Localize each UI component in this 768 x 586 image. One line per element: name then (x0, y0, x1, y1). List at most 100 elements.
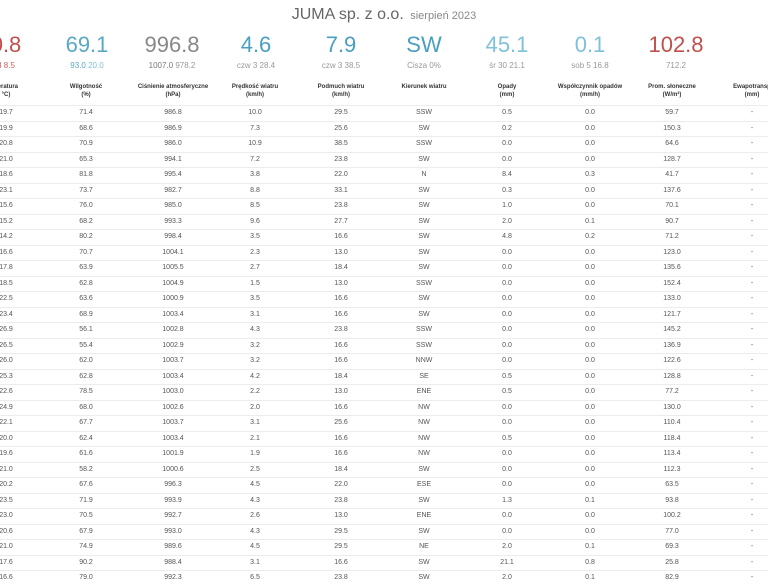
table-cell: 70.1 (665, 202, 679, 209)
table-cell: 0.3 (585, 171, 595, 178)
table-cell: 68.6 (79, 124, 93, 132)
table-cell: SW (418, 217, 430, 225)
column-label: peratura (0, 84, 18, 90)
table-cell: 67.6 (79, 481, 93, 488)
table-cell: 2.2 (250, 388, 260, 395)
table-cell: 992.7 (164, 512, 182, 519)
table-cell: - (750, 217, 754, 225)
summary-detail: śr 30 21.1 (462, 61, 552, 70)
table-cell: 128.7 (663, 155, 681, 163)
table-cell: 989.6 (164, 543, 182, 550)
table-cell: 8.8 (250, 186, 260, 194)
table-cell: 33.1 (334, 186, 348, 194)
column-header[interactable]: Kierunek wiatru (379, 83, 469, 91)
table-cell: 993.9 (164, 496, 182, 504)
table-cell: 0.0 (585, 419, 595, 426)
table-cell: 995.4 (164, 171, 182, 178)
table-cell: 1002.8 (162, 326, 184, 333)
table-cell: 70.7 (79, 248, 93, 256)
table-cell: 16.6 (0, 248, 13, 256)
table-cell: 41.7 (665, 171, 679, 178)
table-cell: 17.8 (0, 264, 13, 271)
column-header[interactable]: peratura °C) (0, 83, 51, 99)
table-cell: - (750, 310, 754, 318)
table-cell: 2.0 (502, 217, 512, 225)
table-cell: 10.0 (248, 109, 262, 116)
summary-detail-a: czw 3 (321, 61, 343, 70)
table-cell: - (750, 124, 754, 132)
table-cell: 0.0 (502, 264, 512, 271)
table-cell: 29.5 (334, 527, 348, 535)
table-cell: 4.5 (250, 543, 260, 550)
table-row: 22.6 78.5 1003.0 2.2 13.0 ENE 0.5 0.0 77.2 - (0, 384, 768, 400)
table-cell: 1000.6 (162, 465, 184, 473)
table-cell: 0.2 (502, 124, 512, 132)
column-header[interactable]: Wilgotność (%) (41, 83, 131, 99)
period-label: sierpień 2023 (410, 10, 477, 22)
table-cell: 17.6 (0, 558, 13, 566)
table-cell: 18.4 (334, 372, 348, 380)
table-row: 26.5 55.4 1002.9 3.2 16.6 SSW 0.0 0.0 136.9 - (0, 337, 768, 354)
table-cell: - (750, 574, 754, 581)
table-row: 24.9 68.0 1002.6 2.0 16.6 NW 0.0 0.0 130.0 - (0, 399, 768, 416)
table-cell: 0.0 (585, 109, 595, 116)
table-cell: 21.0 (0, 465, 13, 473)
column-header[interactable]: Ewapotransp (mm) (707, 83, 768, 99)
summary-detail-a: 712.2 (665, 61, 687, 70)
summary-value: 0.1 (574, 32, 606, 57)
table-cell: 0.0 (502, 481, 512, 488)
table-cell: 20.6 (0, 527, 13, 535)
table-cell: - (750, 481, 754, 488)
table-cell: 4.3 (250, 496, 260, 504)
table-cell: 70.5 (79, 512, 93, 519)
table-cell: 3.1 (250, 310, 260, 318)
table-row: 22.5 63.6 1000.9 3.5 16.6 SW 0.0 0.0 133.0 - (0, 291, 768, 307)
table-cell: 26.5 (0, 341, 13, 349)
table-cell: 122.6 (663, 357, 681, 364)
table-cell: 71.4 (79, 109, 93, 116)
column-header[interactable]: Prom. słoneczne (W/m²) (627, 83, 717, 99)
column-header[interactable]: Ciśnienie atmosferyczne (hPa) (128, 83, 218, 99)
table-cell: 4.2 (250, 372, 260, 380)
column-unit: (km/h) (332, 92, 350, 98)
table-cell: 21.0 (0, 155, 13, 163)
table-cell: 1002.6 (162, 403, 184, 411)
table-cell: 22.1 (0, 419, 13, 426)
table-cell: 0.1 (585, 543, 595, 550)
table-cell: 0.1 (585, 496, 595, 504)
table-cell: 0.0 (585, 357, 595, 364)
table-cell: 0.0 (502, 140, 512, 147)
table-cell: SW (418, 264, 430, 271)
summary-detail-a: 1007.0 (148, 61, 174, 70)
table-cell: SSW (416, 326, 432, 333)
table-cell: 62.4 (79, 434, 93, 442)
table-cell: 81.8 (79, 171, 93, 178)
table-cell: - (750, 403, 754, 411)
table-cell: 77.0 (665, 527, 679, 535)
column-header[interactable]: Podmuch wiatru (km/h) (296, 83, 386, 99)
table-cell: 58.2 (79, 465, 93, 473)
column-header[interactable]: Prędkość wiatru (km/h) (210, 83, 300, 99)
table-row: 20.8 70.9 986.0 10.9 38.5 SSW 0.0 0.0 64.6 - (0, 136, 768, 152)
table-cell: 4.3 (250, 326, 260, 333)
table-cell: 38.5 (334, 140, 348, 147)
table-cell: SW (418, 155, 430, 163)
column-header[interactable]: Współczynnik opadów (mm/h) (545, 83, 635, 99)
table-cell: - (750, 295, 754, 302)
table-cell: 0.0 (502, 326, 512, 333)
table-cell: 985.0 (164, 202, 182, 209)
table-row: 19.6 61.6 1001.9 1.9 16.6 NW 0.0 0.0 113.4 - (0, 446, 768, 462)
table-row: 19.9 68.6 986.9 7.3 25.6 SW 0.2 0.0 150.3 - (0, 120, 768, 137)
column-header[interactable]: Opady (mm) (462, 83, 552, 99)
summary-stat: 0.1 sob 5 16.8 (545, 32, 635, 70)
table-cell: 70.9 (79, 140, 93, 147)
column-label: Wilgotność (69, 84, 103, 90)
table-cell: 0.0 (585, 481, 595, 488)
table-row: 20.0 62.4 1003.4 2.1 16.6 NW 0.5 0.0 118.4 - (0, 430, 768, 447)
table-cell: 13.0 (334, 279, 348, 287)
table-row: 16.6 79.0 992.3 6.5 23.8 SW 2.0 0.1 82.9 - (0, 570, 768, 586)
table-cell: - (750, 202, 754, 209)
table-cell: 110.4 (663, 419, 681, 426)
table-cell: 0.1 (585, 217, 595, 225)
